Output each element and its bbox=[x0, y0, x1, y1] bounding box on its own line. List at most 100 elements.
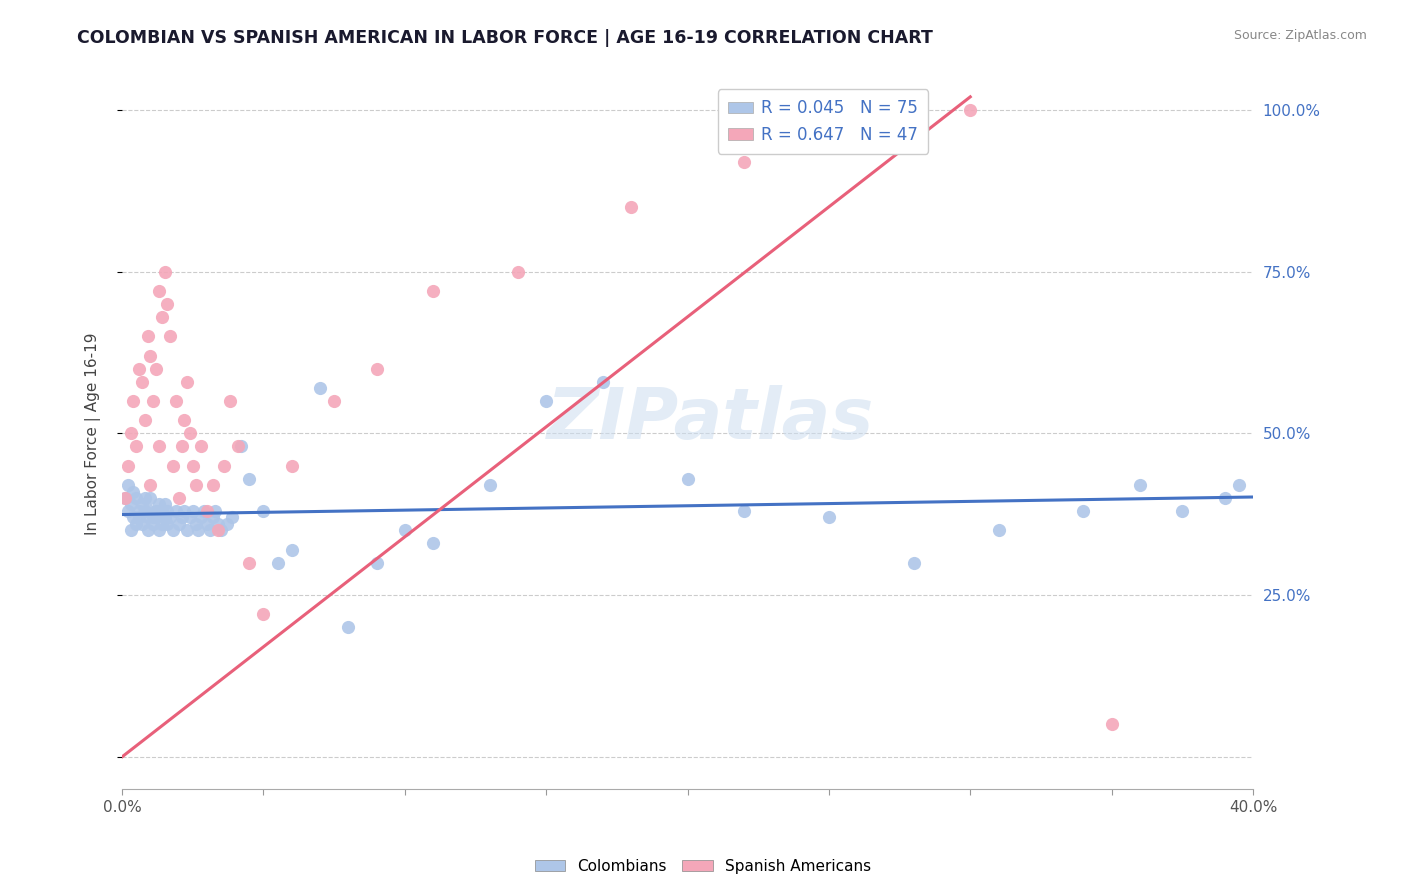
Point bbox=[125, 439, 148, 453]
Point bbox=[190, 510, 212, 524]
Point bbox=[534, 393, 557, 408]
Point bbox=[1227, 478, 1250, 492]
Point bbox=[156, 504, 179, 518]
Point bbox=[252, 607, 274, 622]
Point bbox=[959, 103, 981, 117]
Point bbox=[120, 498, 142, 512]
Point bbox=[170, 439, 193, 453]
Point bbox=[125, 491, 148, 505]
Point bbox=[170, 510, 193, 524]
Point bbox=[266, 556, 288, 570]
Text: ZIPatlas: ZIPatlas bbox=[547, 384, 875, 453]
Point bbox=[150, 504, 173, 518]
Point bbox=[733, 154, 755, 169]
Point bbox=[136, 329, 159, 343]
Point bbox=[117, 458, 139, 473]
Point bbox=[366, 361, 388, 376]
Point bbox=[337, 620, 360, 634]
Point bbox=[181, 504, 204, 518]
Point bbox=[176, 524, 198, 538]
Point bbox=[422, 536, 444, 550]
Point bbox=[229, 439, 252, 453]
Point bbox=[204, 504, 226, 518]
Point bbox=[366, 556, 388, 570]
Point bbox=[238, 472, 260, 486]
Point bbox=[226, 439, 249, 453]
Point bbox=[134, 413, 156, 427]
Point bbox=[676, 472, 699, 486]
Point bbox=[207, 524, 229, 538]
Point bbox=[167, 516, 190, 531]
Point bbox=[117, 504, 139, 518]
Point bbox=[478, 478, 501, 492]
Point bbox=[153, 510, 176, 524]
Point bbox=[131, 516, 153, 531]
Point bbox=[620, 200, 643, 214]
Point bbox=[238, 556, 260, 570]
Point bbox=[1171, 504, 1194, 518]
Point bbox=[134, 491, 156, 505]
Point bbox=[131, 498, 153, 512]
Text: COLOMBIAN VS SPANISH AMERICAN IN LABOR FORCE | AGE 16-19 CORRELATION CHART: COLOMBIAN VS SPANISH AMERICAN IN LABOR F… bbox=[77, 29, 934, 46]
Point bbox=[117, 478, 139, 492]
Point bbox=[136, 524, 159, 538]
Point bbox=[165, 393, 187, 408]
Point bbox=[153, 498, 176, 512]
Point bbox=[122, 484, 145, 499]
Point bbox=[846, 135, 869, 149]
Point bbox=[173, 413, 195, 427]
Point bbox=[128, 361, 150, 376]
Point bbox=[122, 393, 145, 408]
Point bbox=[422, 284, 444, 298]
Point bbox=[1101, 717, 1123, 731]
Point bbox=[142, 510, 165, 524]
Point bbox=[193, 504, 215, 518]
Point bbox=[309, 381, 332, 395]
Point bbox=[176, 375, 198, 389]
Legend: R = 0.045   N = 75, R = 0.647   N = 47: R = 0.045 N = 75, R = 0.647 N = 47 bbox=[718, 89, 928, 153]
Point bbox=[506, 264, 529, 278]
Point bbox=[215, 516, 238, 531]
Point bbox=[131, 375, 153, 389]
Point bbox=[148, 524, 170, 538]
Point bbox=[162, 524, 184, 538]
Point bbox=[120, 426, 142, 441]
Point bbox=[128, 510, 150, 524]
Point bbox=[201, 510, 224, 524]
Point bbox=[120, 524, 142, 538]
Point bbox=[142, 393, 165, 408]
Point bbox=[281, 458, 304, 473]
Point bbox=[162, 458, 184, 473]
Point bbox=[145, 510, 167, 524]
Point bbox=[125, 516, 148, 531]
Point bbox=[1073, 504, 1095, 518]
Point bbox=[818, 510, 841, 524]
Point bbox=[148, 284, 170, 298]
Point bbox=[212, 458, 235, 473]
Point bbox=[136, 510, 159, 524]
Point bbox=[187, 524, 209, 538]
Point bbox=[592, 375, 614, 389]
Point bbox=[179, 426, 201, 441]
Point bbox=[181, 458, 204, 473]
Point bbox=[134, 504, 156, 518]
Point bbox=[903, 556, 925, 570]
Point bbox=[150, 310, 173, 324]
Point bbox=[145, 361, 167, 376]
Point bbox=[159, 510, 181, 524]
Legend: Colombians, Spanish Americans: Colombians, Spanish Americans bbox=[529, 853, 877, 880]
Point bbox=[159, 329, 181, 343]
Point bbox=[987, 524, 1010, 538]
Point bbox=[733, 504, 755, 518]
Point bbox=[173, 504, 195, 518]
Point bbox=[184, 478, 207, 492]
Point bbox=[148, 498, 170, 512]
Y-axis label: In Labor Force | Age 16-19: In Labor Force | Age 16-19 bbox=[86, 332, 101, 534]
Point bbox=[156, 297, 179, 311]
Point bbox=[323, 393, 346, 408]
Point bbox=[1129, 478, 1152, 492]
Point bbox=[142, 516, 165, 531]
Point bbox=[195, 504, 218, 518]
Point bbox=[139, 504, 162, 518]
Point bbox=[209, 524, 232, 538]
